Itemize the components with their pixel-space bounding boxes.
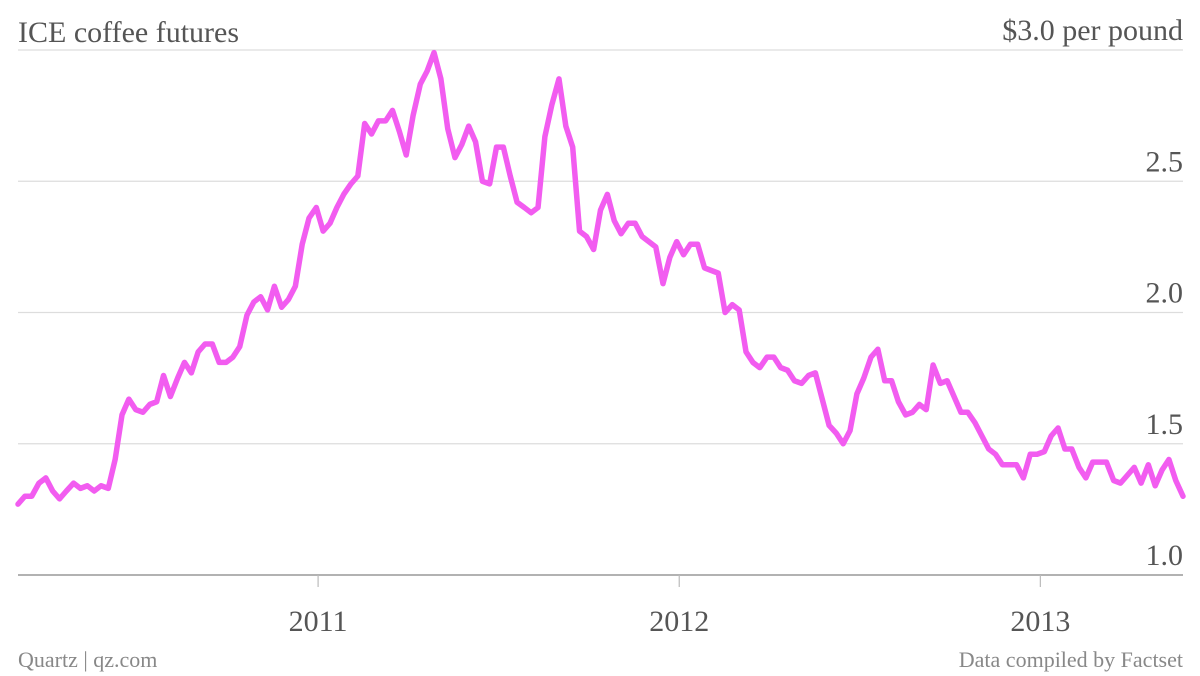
- x-tick-label: 2012: [649, 605, 709, 638]
- y-tick-label: 2.5: [1146, 145, 1184, 178]
- source: Quartz | qz.com: [18, 647, 157, 672]
- y-tick-label: 1.5: [1146, 408, 1184, 441]
- y-tick-label: $3.0 per pound: [1002, 14, 1183, 47]
- y-tick-label: 1.0: [1146, 539, 1184, 572]
- x-tick-label: 2013: [1010, 605, 1070, 638]
- note: Data compiled by Factset: [959, 647, 1183, 672]
- y-tick-label: 2.0: [1146, 277, 1184, 310]
- price-line: [15, 49, 1186, 507]
- x-tick-label: 2011: [289, 605, 348, 638]
- chart-title: ICE coffee futures: [18, 16, 239, 49]
